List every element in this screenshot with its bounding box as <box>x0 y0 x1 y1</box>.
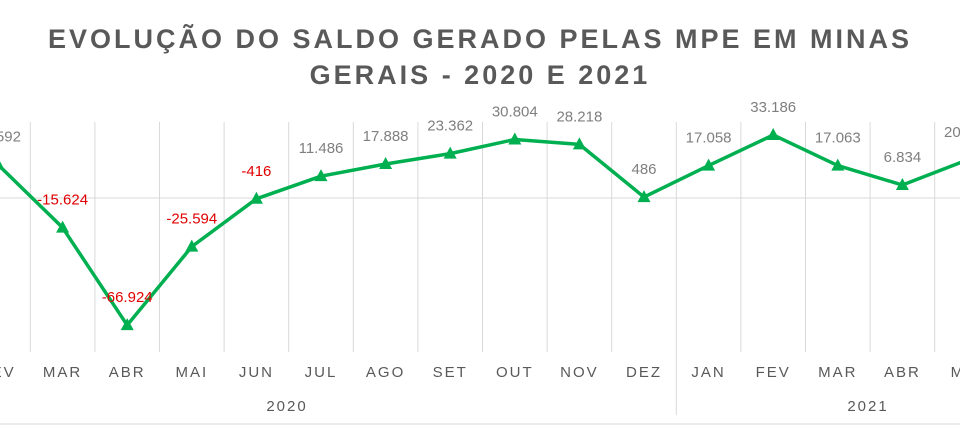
group-label: 2021 <box>847 398 888 415</box>
x-tick-label: FEV <box>0 364 16 381</box>
x-tick-label: JUL <box>305 364 338 381</box>
marker <box>508 132 522 145</box>
data-label: -15.624 <box>37 192 88 209</box>
x-tick-label: SET <box>433 364 468 381</box>
data-label: 486 <box>631 161 656 178</box>
data-label: 23.362 <box>427 118 473 135</box>
data-label: 11.486 <box>299 140 344 157</box>
x-tick-label: ABR <box>109 364 146 381</box>
marker <box>831 158 845 171</box>
marker <box>0 161 5 170</box>
data-label: 30.804 <box>492 103 538 120</box>
x-tick-label: MAI <box>175 364 208 381</box>
data-label: 20.000 <box>944 124 960 141</box>
x-tick-label: MAR <box>818 364 857 381</box>
marker <box>314 169 328 182</box>
data-label: 17.058 <box>686 130 732 147</box>
marker <box>185 239 199 252</box>
marker <box>379 157 393 170</box>
data-label: 6.834 <box>884 149 922 166</box>
x-tick-label: OUT <box>496 364 534 381</box>
marker <box>56 220 70 233</box>
data-label: -416 <box>241 163 271 180</box>
x-tick-label: JAN <box>691 364 725 381</box>
data-label: -25.594 <box>166 211 217 228</box>
data-label: 28.218 <box>556 108 602 125</box>
x-tick-label: AGO <box>366 364 405 381</box>
marker <box>249 191 263 204</box>
marker <box>702 158 716 171</box>
data-label: 17.592 <box>0 129 21 146</box>
data-label: 33.186 <box>750 99 796 116</box>
marker <box>120 318 134 331</box>
x-tick-label: DEZ <box>626 364 662 381</box>
marker <box>766 127 780 140</box>
data-label: -66.924 <box>102 289 153 306</box>
x-tick-label: NOV <box>560 364 599 381</box>
marker <box>895 178 909 191</box>
chart-title: EVOLUÇÃO DO SALDO GERADO PELAS MPE EM MI… <box>48 23 912 54</box>
data-label: 17.888 <box>363 128 409 145</box>
line <box>0 133 960 327</box>
x-tick-label: FEV <box>756 364 791 381</box>
group-label: 2020 <box>266 398 307 415</box>
x-tick-label: MAR <box>43 364 82 381</box>
x-tick-label: MAI <box>951 364 960 381</box>
chart-title: GERAIS - 2020 E 2021 <box>310 60 651 90</box>
marker <box>443 146 457 159</box>
x-tick-label: JUN <box>239 364 274 381</box>
data-label: 17.063 <box>815 130 861 147</box>
x-tick-label: ABR <box>884 364 921 381</box>
marker <box>572 137 586 150</box>
marker <box>637 190 651 203</box>
